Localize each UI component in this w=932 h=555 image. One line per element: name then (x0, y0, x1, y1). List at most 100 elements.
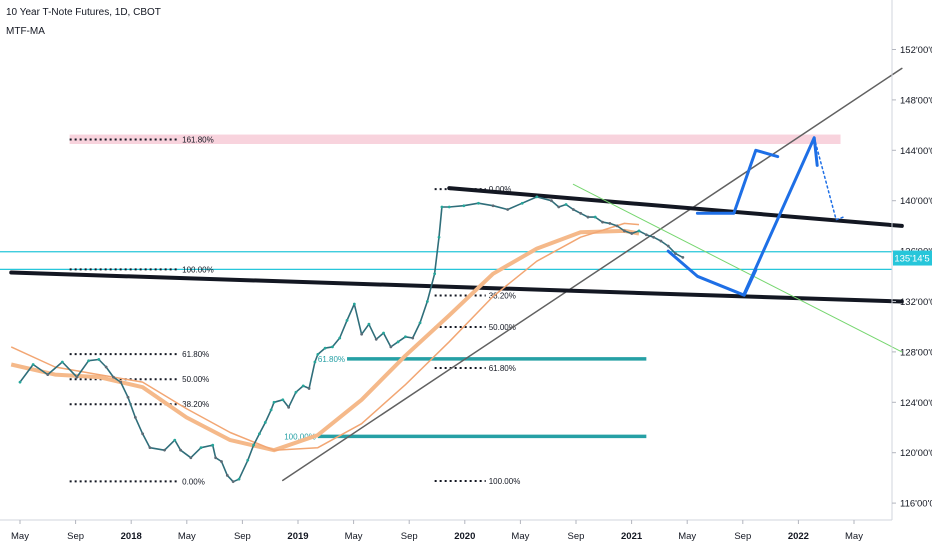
trendlines-layer (9, 67, 904, 482)
price-point (411, 336, 415, 340)
fib-level-label: 100.00% (182, 265, 214, 274)
x-tick-label: May (678, 531, 696, 542)
price-point (623, 229, 626, 233)
price-point (630, 232, 634, 235)
price-point (281, 398, 285, 402)
price-point (18, 380, 22, 384)
price-point (211, 443, 215, 447)
y-tick-label: 140'00'0 (900, 196, 932, 207)
price-point (462, 204, 466, 208)
price-point (225, 473, 229, 477)
price-point (331, 345, 334, 349)
price-point (557, 205, 561, 209)
y-tick-label: 124'00'0 (900, 398, 932, 409)
price-point (31, 363, 35, 366)
x-tick-label: May (178, 531, 196, 542)
projection-arrow (695, 148, 780, 215)
price-point (237, 477, 241, 481)
price-point (674, 252, 677, 256)
price-point (316, 353, 320, 356)
price-point (491, 204, 495, 208)
fib-level-label: 100.00% (489, 477, 521, 486)
projection-arrow (813, 136, 845, 221)
y-tick-label: 144'00'0 (900, 146, 932, 157)
price-point (119, 380, 123, 384)
price-point (404, 335, 407, 339)
price-point (323, 346, 327, 350)
price-point (231, 480, 235, 484)
price-point (447, 205, 451, 209)
y-tick-label: 132'00'0 (900, 297, 932, 308)
fib-level-label: 38.20% (182, 400, 209, 409)
price-point (163, 448, 166, 452)
price-point (199, 446, 203, 450)
price-point (75, 375, 79, 379)
price-point (112, 375, 115, 379)
y-tick-label: 116'00'0 (900, 499, 932, 510)
price-point (579, 211, 583, 215)
price-point (313, 360, 317, 364)
price-point (681, 256, 685, 259)
x-tick-label: Sep (401, 531, 418, 542)
price-point (396, 340, 400, 344)
x-tick-label: 2018 (121, 531, 142, 542)
price-point (389, 345, 393, 349)
x-axis-ticks: May Sep 2018 May Sep 2019 May Sep 2020 May Sep 2021… (11, 520, 863, 542)
price-point (87, 359, 91, 363)
last-price-background (893, 250, 932, 266)
fib-level-label: 0.00% (182, 477, 205, 486)
price-point (593, 215, 597, 219)
price-point (148, 446, 152, 450)
price-line (19, 196, 684, 483)
x-tick-label: 2019 (287, 531, 308, 542)
price-point (659, 239, 663, 243)
fib-level-label: 61.80% (182, 350, 209, 359)
x-tick-label: 2022 (788, 531, 809, 542)
price-point (367, 322, 371, 326)
trendline (282, 67, 903, 482)
price-point (263, 421, 267, 424)
price-point (652, 235, 656, 239)
price-point (437, 235, 441, 239)
x-tick-label: 2021 (621, 531, 643, 542)
price-point (189, 456, 193, 460)
price-point (425, 300, 429, 303)
price-point (571, 208, 575, 211)
axes-layer: 152'00'0148'00'0144'00'0140'00'0136'00'0… (0, 0, 932, 542)
price-point (179, 448, 183, 452)
price-point (601, 220, 604, 224)
arrows-layer (666, 136, 845, 297)
price-point (506, 208, 510, 211)
price-point (477, 201, 480, 205)
fib-level-label: 100.00% (284, 432, 316, 441)
price-point (345, 319, 349, 322)
y-tick-label: 128'00'0 (900, 347, 932, 358)
x-tick-label: 2020 (454, 531, 475, 542)
price-point (433, 272, 437, 276)
fib-level-label: 161.80% (182, 135, 214, 144)
price-point (520, 201, 524, 205)
price-point (294, 390, 298, 394)
price-point (214, 456, 218, 460)
price-point (104, 365, 108, 369)
last-price-label: 135'14'5 (894, 254, 929, 265)
last-price-tag: 135'14'5 (893, 250, 932, 266)
fib-level-label: 50.00% (489, 323, 516, 332)
fib-level-label: 61.80% (489, 364, 516, 373)
fib-level-label: 38.20% (489, 291, 516, 300)
price-point (382, 331, 385, 335)
zones-layer (69, 134, 841, 144)
trendline (9, 270, 904, 304)
horizontal-lines-layer (0, 251, 892, 270)
price-point (608, 221, 612, 225)
x-tick-label: May (345, 531, 363, 542)
price-point (637, 229, 641, 233)
price-point (272, 400, 276, 404)
trendline (447, 186, 904, 228)
price-point (269, 408, 273, 412)
fib-level-label: 0.00% (489, 185, 512, 194)
price-point (307, 387, 311, 390)
